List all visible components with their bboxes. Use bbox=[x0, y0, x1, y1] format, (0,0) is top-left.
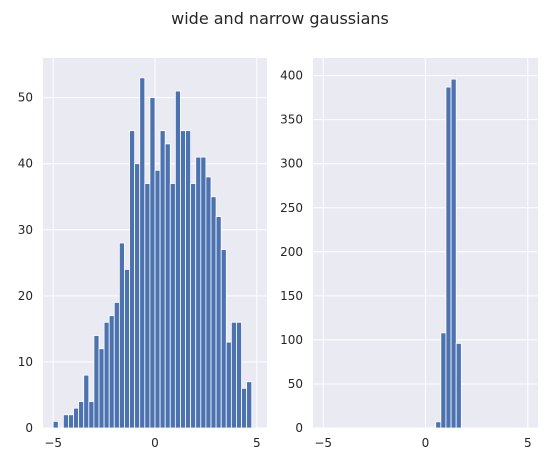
wide-histogram-bar bbox=[236, 321, 242, 429]
wide-histogram-bar bbox=[169, 183, 176, 429]
wide-histogram-bar bbox=[118, 242, 125, 429]
wide-histogram-bar bbox=[210, 196, 217, 429]
narrow-y-tick-label: 300 bbox=[280, 157, 303, 171]
wide-y-tick-label: 50 bbox=[18, 91, 33, 105]
wide-histogram-bar bbox=[154, 169, 161, 429]
narrow-y-tick-label: 200 bbox=[280, 245, 303, 259]
wide-histogram-bar bbox=[144, 183, 151, 429]
narrow-histogram-bar bbox=[455, 343, 462, 429]
narrow-y-tick-label: 50 bbox=[288, 377, 303, 391]
wide-histogram-bar bbox=[62, 414, 69, 429]
wide-x-tick-label: 5 bbox=[253, 436, 261, 450]
narrow-x-tick-label: 5 bbox=[524, 436, 532, 450]
wide-histogram-bar bbox=[113, 302, 120, 429]
wide-histogram-bar bbox=[68, 414, 74, 429]
narrow-y-tick-label: 150 bbox=[280, 289, 303, 303]
wide-histogram-bar bbox=[139, 77, 146, 429]
wide-histogram-bar bbox=[108, 315, 115, 429]
wide-histogram-bar bbox=[195, 156, 202, 429]
wide-histogram-bar bbox=[149, 97, 156, 429]
wide-x-tick-label: −5 bbox=[44, 436, 62, 450]
wide-histogram-bar bbox=[159, 130, 166, 429]
narrow-x-tick-label: −5 bbox=[314, 436, 332, 450]
narrow-y-tick-label: 400 bbox=[280, 69, 303, 83]
wide-histogram-bar bbox=[88, 401, 95, 429]
wide-x-tick-label: 0 bbox=[151, 436, 159, 450]
wide-y-tick-label: 40 bbox=[18, 157, 33, 171]
figure-title: wide and narrow gaussians bbox=[171, 9, 389, 28]
wide-histogram-bar bbox=[93, 335, 100, 429]
wide-histogram-bar bbox=[129, 130, 136, 429]
wide-histogram-bar bbox=[180, 130, 186, 429]
narrow-histogram-bar bbox=[445, 86, 452, 429]
wide-histogram-bar bbox=[185, 130, 192, 429]
wide-histogram-bar bbox=[246, 381, 253, 429]
narrow-histogram-bar bbox=[430, 426, 437, 429]
narrow-x-tick-label: 0 bbox=[422, 436, 430, 450]
wide-histogram-bar bbox=[78, 401, 85, 429]
wide-histogram-bar bbox=[83, 374, 90, 429]
wide-histogram-bar bbox=[174, 90, 181, 429]
narrow-histogram-bar bbox=[435, 421, 442, 429]
wide-histogram-bar bbox=[205, 176, 212, 429]
narrow-y-tick-label: 100 bbox=[280, 333, 303, 347]
wide-histogram-bar bbox=[103, 321, 110, 429]
histogram-narrow-panel: 0 50 100 150 200 250 300 350 400 −5 0 5 bbox=[280, 58, 538, 450]
wide-y-tick-label: 20 bbox=[18, 289, 33, 303]
narrow-y-tick-label: 350 bbox=[280, 113, 303, 127]
narrow-histogram-bar bbox=[450, 78, 457, 429]
wide-histogram-bar bbox=[220, 249, 227, 429]
wide-histogram-bar bbox=[124, 269, 130, 429]
wide-histogram-bar bbox=[98, 348, 105, 429]
histogram-wide-panel: 0 10 20 30 40 50 −5 0 5 bbox=[18, 58, 267, 450]
wide-y-tick-label: 0 bbox=[25, 421, 33, 435]
narrow-histogram-bar bbox=[440, 332, 447, 429]
wide-y-tick-label: 10 bbox=[18, 355, 33, 369]
wide-histogram-bar bbox=[134, 163, 141, 429]
wide-histogram-bar bbox=[230, 321, 237, 429]
wide-histogram-bar bbox=[200, 156, 207, 429]
wide-histogram-bar bbox=[164, 143, 171, 429]
wide-histogram-bar bbox=[73, 407, 80, 429]
wide-histogram-bar bbox=[215, 216, 222, 429]
wide-histogram-bar bbox=[225, 341, 232, 429]
wide-histogram-bar bbox=[52, 420, 59, 429]
wide-histogram-bar bbox=[190, 183, 197, 429]
wide-histogram-bar bbox=[241, 387, 248, 429]
narrow-y-tick-label: 0 bbox=[295, 421, 303, 435]
wide-y-tick-label: 30 bbox=[18, 223, 33, 237]
narrow-y-tick-label: 250 bbox=[280, 201, 303, 215]
